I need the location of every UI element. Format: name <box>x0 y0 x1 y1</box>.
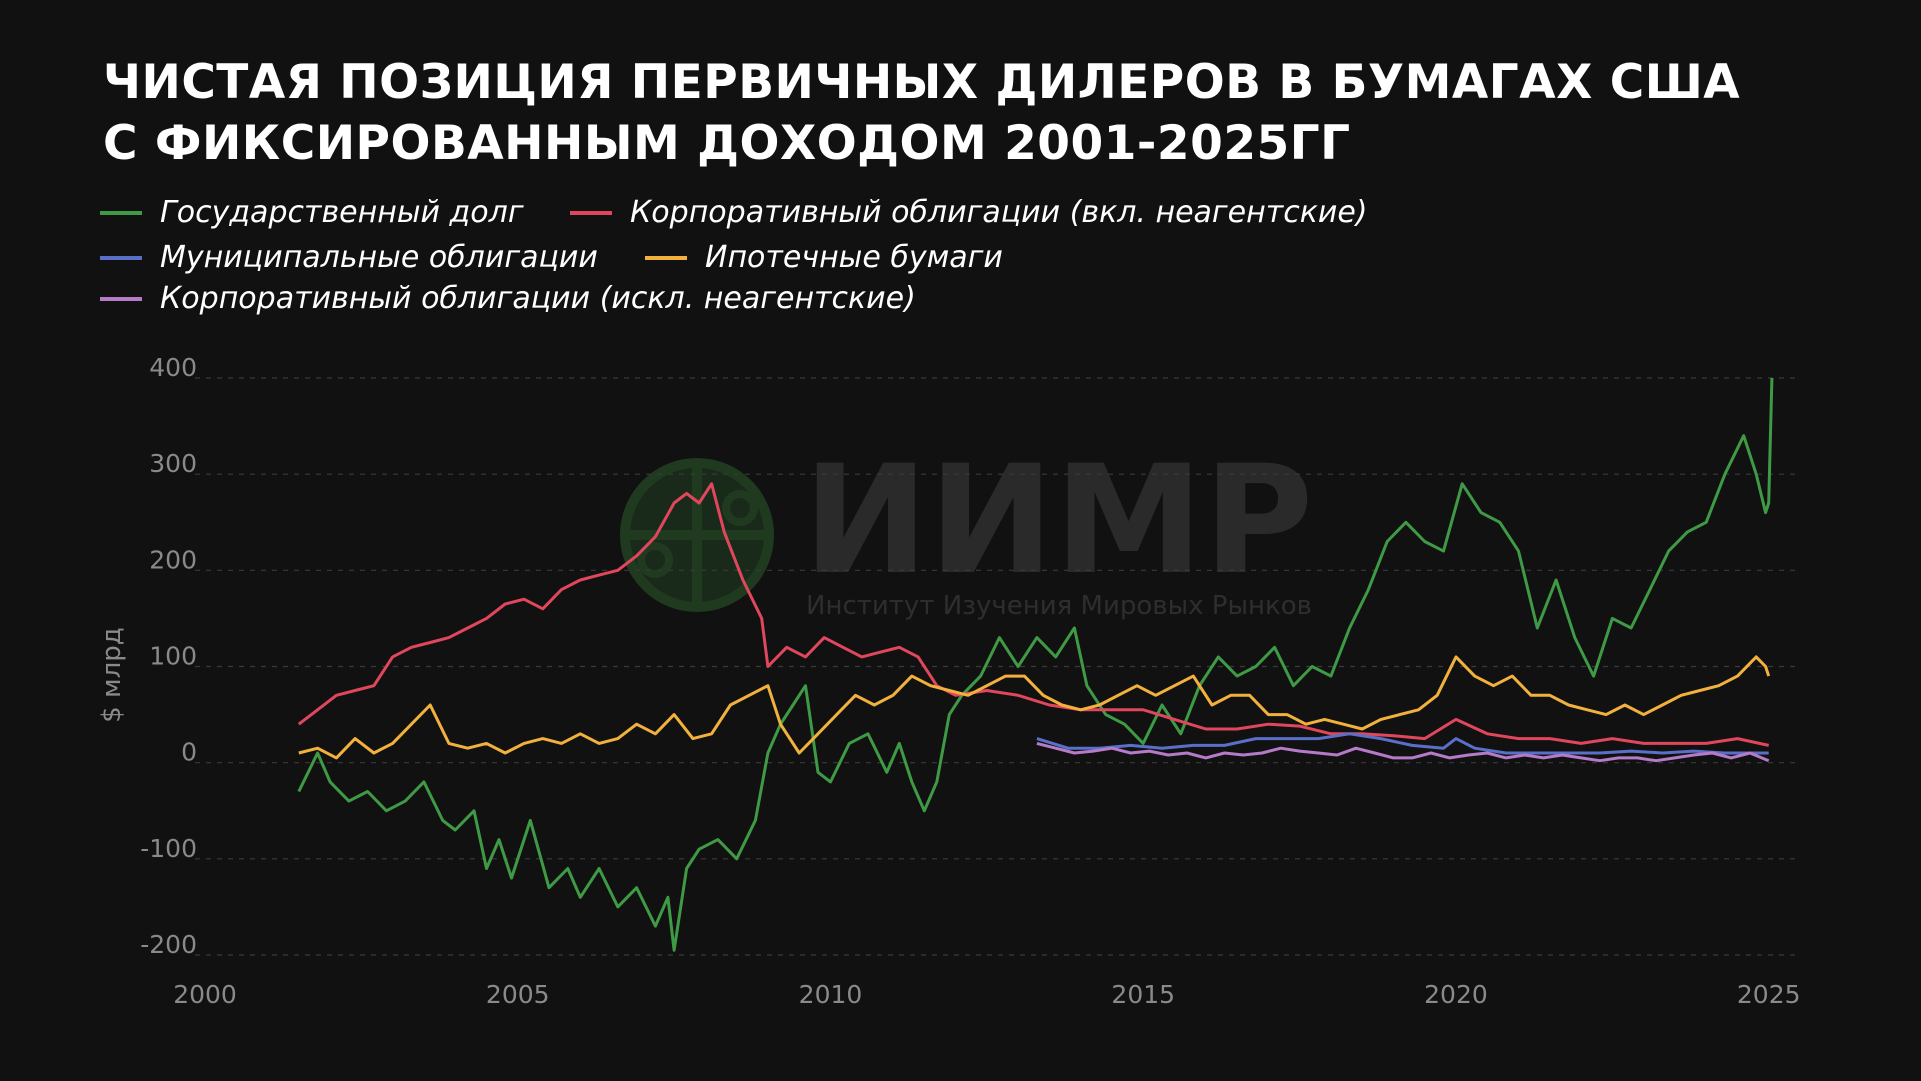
legend-item-corp-incl: Корпоративный облигации (вкл. неагентски… <box>570 195 1368 230</box>
legend-swatch-government <box>100 210 142 215</box>
legend-swatch-corp-incl <box>570 210 612 215</box>
series-lines <box>297 377 1774 952</box>
x-axis-ticks: 2000 2005 2010 2015 2020 2025 <box>173 980 1800 1009</box>
y-axis-label: $ млрд <box>97 627 127 723</box>
legend-item-corp-excl: Корпоративный облигации (искл. неагентск… <box>100 281 916 316</box>
legend-item-mortgage: Ипотечные бумаги <box>645 240 1003 275</box>
legend-label-corp-incl: Корпоративный облигации (вкл. неагентски… <box>630 195 1368 230</box>
chart-title-line-2: С ФИКСИРОВАННЫМ ДОХОДОМ 2001-2025ГГ <box>103 116 1351 171</box>
legend-label-mortgage: Ипотечные бумаги <box>705 240 1003 275</box>
legend-swatch-mortgage <box>645 255 687 260</box>
series-line-corp_incl <box>297 482 1770 747</box>
legend-label-corp-excl: Корпоративный облигации (искл. неагентск… <box>160 281 916 316</box>
x-tick-label: 2010 <box>799 980 863 1009</box>
grid-lines <box>195 377 1800 956</box>
y-tick-label: 200 <box>149 545 197 574</box>
series-line-government <box>297 377 1774 952</box>
series-line-municipal <box>1036 732 1769 755</box>
x-tick-label: 2005 <box>486 980 550 1009</box>
legend-item-government: Государственный долг <box>100 195 524 230</box>
legend-swatch-municipal <box>100 255 142 260</box>
legend-label-municipal: Муниципальные облигации <box>160 240 598 275</box>
watermark-subtitle: Институт Изучения Мировых Рынков <box>806 591 1312 621</box>
y-tick-label: -100 <box>140 834 197 863</box>
legend-item-municipal: Муниципальные облигации <box>100 240 598 275</box>
y-tick-label: 0 <box>181 738 197 767</box>
x-tick-label: 2025 <box>1737 980 1801 1009</box>
x-tick-label: 2020 <box>1424 980 1488 1009</box>
watermark-name: ИИМР <box>803 434 1313 608</box>
watermark-globe-icon <box>620 458 774 612</box>
x-tick-label: 2015 <box>1111 980 1175 1009</box>
y-tick-label: 100 <box>149 642 197 671</box>
series-line-mortgage <box>298 655 1771 760</box>
chart-title-line-1: ЧИСТАЯ ПОЗИЦИЯ ПЕРВИЧНЫХ ДИЛЕРОВ В БУМАГ… <box>103 55 1741 110</box>
y-axis-ticks: -200 -100 0 100 200 300 400 <box>140 353 197 959</box>
legend-label-government: Государственный долг <box>160 195 524 230</box>
y-tick-label: 400 <box>149 353 197 382</box>
legend-swatch-corp-excl <box>100 296 142 301</box>
chart-title: ЧИСТАЯ ПОЗИЦИЯ ПЕРВИЧНЫХ ДИЛЕРОВ В БУМАГ… <box>103 52 1740 174</box>
watermark: ИИМР Институт Изучения Мировых Рынков <box>620 434 1313 621</box>
series-line-corp_excl <box>1036 741 1770 763</box>
x-tick-label: 2000 <box>173 980 237 1009</box>
y-tick-label: -200 <box>140 930 197 959</box>
y-tick-label: 300 <box>149 449 197 478</box>
